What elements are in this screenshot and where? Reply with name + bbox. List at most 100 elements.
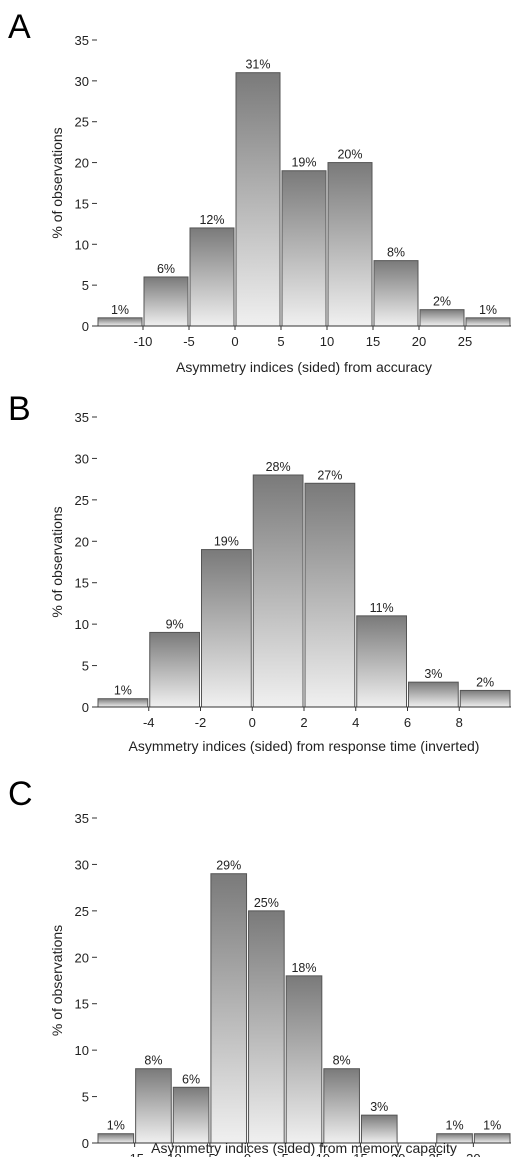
bar-value-label: 28%	[266, 460, 291, 474]
bar-value-label: 1%	[479, 303, 497, 317]
y-tick-label: 20	[75, 534, 89, 549]
bar-value-label: 29%	[216, 859, 241, 873]
x-tick-label: 5	[277, 334, 284, 349]
bar	[285, 975, 323, 1144]
bar-value-label: 11%	[370, 601, 394, 615]
y-tick-label: 0	[82, 1136, 89, 1151]
chart-panel-c: C 0 5 10 15 20 25 30 35 1% 8% 6% 29% 25% 18% 8% 3% 1% 1% -…	[0, 770, 511, 1157]
bar-value-label: 25%	[254, 896, 279, 910]
bar-value-label: 1%	[107, 1119, 125, 1133]
y-axis-title: % of observations	[49, 506, 65, 617]
bar	[135, 1068, 172, 1144]
x-tick-label: 0	[244, 1151, 251, 1157]
bar-value-label: 1%	[114, 684, 132, 698]
histogram-b: 0 5 10 15 20 25 30 35 1% 9% 19% 28% 27% 11% 3% 2% -4 -2 0 2…	[49, 410, 511, 754]
bar-value-label: 20%	[337, 148, 362, 162]
bar-value-label: 27%	[317, 468, 342, 482]
y-tick-label: 30	[75, 451, 89, 466]
x-tick-label: 20	[391, 1151, 405, 1157]
bar	[172, 1086, 210, 1144]
bar	[459, 689, 511, 708]
bar-value-label: 8%	[144, 1054, 162, 1068]
bar-value-label: 6%	[157, 262, 175, 276]
x-tick-label: -15	[125, 1151, 144, 1157]
x-tick-label: 15	[353, 1151, 367, 1157]
bar	[149, 631, 200, 708]
bar	[235, 72, 281, 327]
y-tick-label: 30	[75, 857, 89, 872]
x-axis-title: Asymmetry indices (sided) from memory ca…	[151, 1140, 457, 1156]
y-tick-label: 10	[75, 617, 89, 632]
chart-panel-a: A 0 5 10 15 20 25 30 35 1% 6% 12% 31% 19% 20% 8% 2% 1% -1…	[0, 0, 511, 385]
x-tick-label: -10	[163, 1151, 182, 1157]
x-tick-label: -10	[134, 334, 153, 349]
y-tick-label: 20	[75, 156, 89, 171]
y-axis-title: % of observations	[49, 127, 65, 238]
x-tick-label: 8	[456, 715, 463, 730]
bar-value-label: 18%	[291, 961, 316, 975]
bar-value-label: 6%	[182, 1072, 200, 1086]
x-tick-label: 10	[316, 1151, 330, 1157]
bar	[143, 276, 189, 327]
histogram-c: 0 5 10 15 20 25 30 35 1% 8% 6% 29% 25% 18% 8% 3% 1% 1% -15…	[49, 811, 511, 1157]
y-tick-label: 25	[75, 493, 89, 508]
bar-value-label: 1%	[111, 303, 129, 317]
bar-value-label: 1%	[446, 1119, 464, 1133]
y-tick-label: 15	[75, 196, 89, 211]
y-tick-label: 30	[75, 74, 89, 89]
bar	[327, 162, 373, 327]
bar	[304, 482, 356, 708]
bar-value-label: 1%	[483, 1119, 501, 1133]
bar-value-label: 12%	[199, 213, 224, 227]
y-tick-label: 25	[75, 115, 89, 130]
histogram-a: 0 5 10 15 20 25 30 35 1% 6% 12% 31% 19% 20% 8% 2% 1% -10 -…	[49, 33, 511, 375]
x-tick-label: 6	[404, 715, 411, 730]
y-tick-label: 5	[82, 659, 89, 674]
x-tick-label: 5	[282, 1151, 289, 1157]
bar-value-label: 19%	[214, 535, 239, 549]
y-tick-label: 0	[82, 319, 89, 334]
x-tick-label: 4	[352, 715, 359, 730]
x-tick-label: -4	[143, 715, 155, 730]
bar-value-label: 2%	[433, 295, 451, 309]
y-tick-label: 35	[75, 410, 89, 425]
panel-letter-c: C	[8, 775, 33, 813]
bar	[360, 1114, 398, 1144]
bar	[201, 549, 252, 708]
bar	[465, 317, 511, 327]
bar	[210, 873, 248, 1144]
y-tick-label: 15	[75, 576, 89, 591]
x-tick-label: -2	[195, 715, 207, 730]
x-tick-label: 30	[466, 1151, 480, 1157]
x-axis-title: Asymmetry indices (sided) from accuracy	[176, 359, 432, 375]
bar	[189, 227, 235, 327]
bar-value-label: 8%	[333, 1054, 351, 1068]
x-tick-label: 2	[300, 715, 307, 730]
y-tick-label: 25	[75, 904, 89, 919]
y-tick-label: 35	[75, 811, 89, 826]
x-tick-label: 0	[231, 334, 238, 349]
y-tick-label: 5	[82, 1090, 89, 1105]
bar-value-label: 2%	[476, 675, 494, 689]
y-tick-label: 20	[75, 950, 89, 965]
bar	[97, 698, 149, 708]
bar	[408, 681, 459, 708]
y-tick-label: 35	[75, 33, 89, 48]
y-tick-label: 10	[75, 1043, 89, 1058]
x-tick-label: 0	[249, 715, 256, 730]
chart-panel-b: B 0 5 10 15 20 25 30 35 1% 9% 19% 28% 27% 11% 3% 2% -4 -2…	[0, 385, 511, 770]
y-tick-label: 10	[75, 237, 89, 252]
bar	[373, 260, 419, 327]
bar	[97, 317, 143, 327]
x-tick-label: 15	[366, 334, 380, 349]
y-tick-label: 5	[82, 278, 89, 293]
panel-letter-b: B	[8, 390, 31, 428]
bar	[356, 615, 407, 708]
x-tick-label: -5	[183, 334, 195, 349]
bar-value-label: 3%	[424, 667, 442, 681]
x-tick-label: -5	[204, 1151, 216, 1157]
y-tick-label: 15	[75, 997, 89, 1012]
panel-letter-a: A	[8, 8, 31, 46]
y-tick-label: 0	[82, 700, 89, 715]
bar-value-label: 9%	[166, 617, 184, 631]
